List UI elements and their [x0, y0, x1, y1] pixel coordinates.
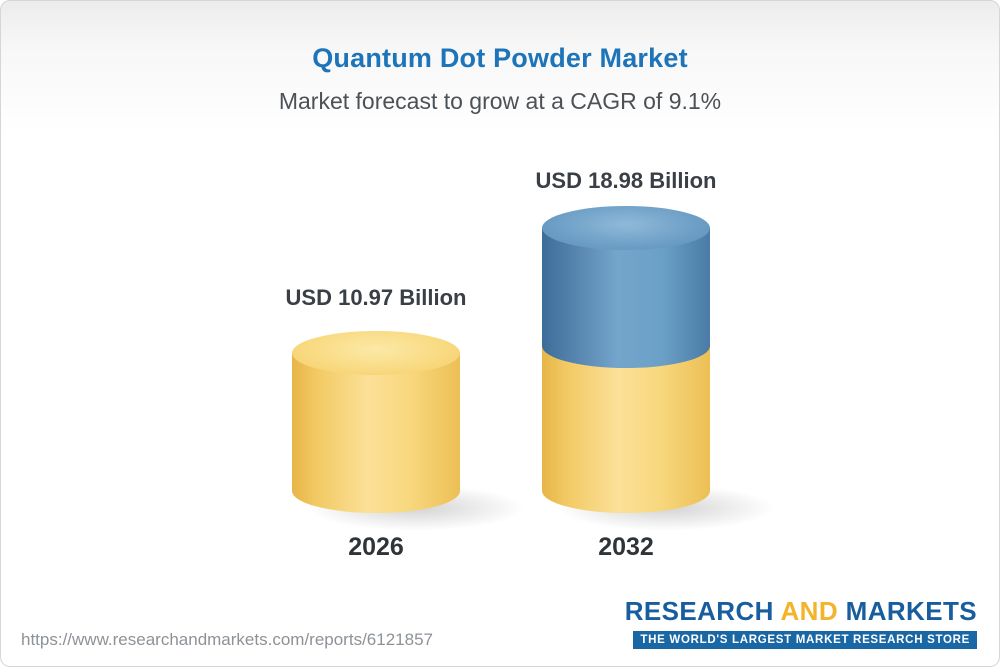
logo-wordmark: RESEARCH AND MARKETS: [625, 596, 977, 627]
research-and-markets-logo: RESEARCH AND MARKETS THE WORLD'S LARGEST…: [625, 596, 977, 649]
page-subtitle: Market forecast to grow at a CAGR of 9.1…: [278, 88, 722, 114]
logo-word-markets: MARKETS: [845, 596, 977, 626]
bar-2032-base-segment: [542, 346, 710, 513]
bar-2032-growth-segment: [542, 228, 710, 368]
bar-2026-top-cap: [292, 331, 460, 375]
page-title: Quantum Dot Powder Market: [312, 43, 688, 73]
logo-tagline: THE WORLD'S LARGEST MARKET RESEARCH STOR…: [633, 631, 977, 649]
chart-footer: https://www.researchandmarkets.com/repor…: [1, 596, 999, 666]
logo-word-research: RESEARCH: [624, 596, 774, 626]
x-axis-label-2026: 2026: [348, 533, 404, 561]
bar-cylinder-2032: [542, 206, 710, 513]
x-axis-label-2032: 2032: [598, 533, 654, 561]
chart-header: Quantum Dot Powder Market Market forecas…: [1, 43, 999, 115]
report-url: https://www.researchandmarkets.com/repor…: [21, 630, 433, 649]
value-label-2026: USD 10.97 Billion: [285, 285, 467, 310]
bar-2026-base-segment: [292, 353, 460, 513]
bar-2032-top-cap: [542, 206, 710, 250]
logo-word-and: AND: [780, 596, 839, 626]
value-label-2032: USD 18.98 Billion: [535, 168, 717, 193]
bar-cylinder-2026: [292, 331, 460, 513]
